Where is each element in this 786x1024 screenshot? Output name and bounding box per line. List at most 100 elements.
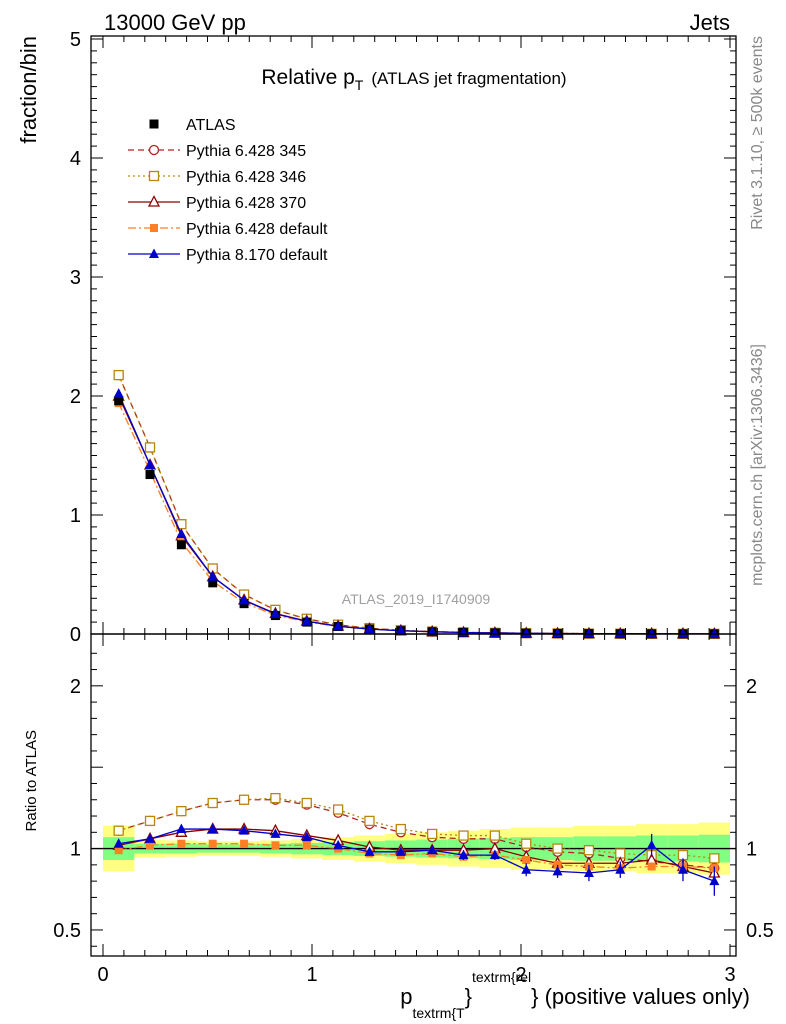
- chart-title-main: Relative p: [261, 66, 354, 89]
- ratio-series-point: [146, 841, 155, 850]
- ratio-y-axis-label: Ratio to ATLAS: [23, 730, 40, 831]
- ratio-series-point: [646, 839, 657, 850]
- ratio-series-point: [364, 815, 375, 827]
- ratio-series-point: [458, 849, 469, 860]
- ratio-y-tick-label-right: 1: [746, 839, 757, 861]
- legend-entry: Pythia 6.428 370: [128, 195, 306, 212]
- x-tick-label: 3: [724, 964, 735, 986]
- ratio-series-point: [271, 841, 280, 850]
- ratio-series-point: [583, 845, 595, 856]
- legend-marker: [147, 195, 161, 207]
- ratio-series-point: [302, 841, 311, 850]
- main-series-point: [615, 628, 626, 638]
- x-tick-label: 1: [306, 964, 317, 986]
- ratio-series-point: [239, 825, 250, 835]
- ratio-series-point: [301, 831, 312, 842]
- ratio-series-point: [207, 797, 218, 809]
- ratio-series-point: [647, 862, 656, 871]
- main-series-point: [583, 628, 594, 638]
- ratio-series-point: [114, 846, 123, 855]
- ratio-y-tick-label-right: 0.5: [746, 920, 774, 942]
- ratio-series-point: [427, 828, 438, 840]
- x-tick-label: 2: [515, 964, 526, 986]
- ratio-series-point: [521, 838, 532, 849]
- x-label-sub: textrm{T: [413, 1005, 466, 1021]
- atlas-data-point: [145, 470, 155, 480]
- legend-entry: Pythia 6.428 default: [128, 221, 328, 238]
- ratio-series-point: [458, 830, 469, 841]
- legend-marker: [150, 224, 158, 232]
- ratio-series-point: [709, 875, 720, 886]
- legend: ATLAS Pythia 6.428 345 Pythia 6.428 346 Pyt…: [128, 117, 328, 264]
- ratio-series-point: [144, 815, 156, 827]
- main-series-point: [239, 594, 250, 605]
- legend-entry: Pythia 8.170 default: [128, 247, 328, 264]
- ratio-series-line: [118, 828, 715, 882]
- ratio-band-layer: [91, 822, 736, 875]
- ratio-series-point: [301, 797, 312, 809]
- ratio-series-point: [364, 846, 375, 856]
- main-series-point: [207, 571, 218, 581]
- ratio-series-point: [208, 839, 217, 848]
- main-series-point: [552, 628, 563, 638]
- ratio-series-point: [240, 839, 249, 848]
- legend-marker: [148, 170, 160, 182]
- ratio-series-point: [333, 839, 344, 850]
- rivet-label: Rivet 3.1.10, ≥ 500k events: [749, 36, 766, 230]
- legend-entry: ATLAS: [149, 117, 236, 134]
- main-series-point: [270, 608, 281, 618]
- atlas-data-point: [208, 578, 218, 588]
- ratio-series-point: [427, 844, 438, 855]
- atlas-data-point: [114, 396, 124, 406]
- main-series-point: [395, 625, 406, 635]
- legend-entry: Pythia 6.428 346: [128, 169, 306, 186]
- legend-label: Pythia 8.170 default: [186, 247, 328, 264]
- ratio-series-point: [395, 846, 406, 856]
- y-tick-label: 3: [70, 267, 81, 289]
- ratio-series-point: [176, 805, 187, 817]
- y-tick-label: 0: [70, 624, 81, 646]
- ratio-series-point: [522, 855, 531, 864]
- ratio-y-tick-label-right: 2: [746, 676, 757, 698]
- main-series-point: [113, 369, 124, 381]
- legend-marker: [149, 119, 159, 129]
- main-series-point: [677, 628, 688, 638]
- y-tick-label: 2: [70, 386, 81, 408]
- main-series-point: [709, 628, 720, 638]
- x-label-brace: }: [465, 984, 472, 1009]
- atlas-data-point: [176, 540, 186, 550]
- ratio-series-point: [176, 823, 187, 834]
- y-tick-label: 1: [70, 505, 81, 527]
- main-series-point: [301, 615, 312, 626]
- ratio-y-tick-label: 2: [70, 676, 81, 698]
- legend-label: Pythia 6.428 346: [186, 169, 306, 186]
- legend-marker: [149, 248, 159, 258]
- legend-marker: [148, 144, 160, 156]
- ratio-series-point: [552, 843, 563, 854]
- x-axis-label: ptextrm{T}textrm{rel} (positive values o…: [400, 969, 750, 1021]
- ratio-series-point: [207, 823, 218, 834]
- ratio-series-point: [332, 804, 344, 815]
- x-label-sup: textrm{rel: [472, 969, 531, 985]
- ratio-y-tick-label: 1: [70, 839, 81, 861]
- ratio-series-line: [118, 799, 715, 869]
- main-series-point: [646, 628, 657, 638]
- legend-label: Pythia 6.428 370: [186, 195, 306, 212]
- ratio-series-point: [521, 864, 532, 874]
- ratio-series-point: [270, 792, 281, 804]
- main-series-point: [176, 528, 187, 539]
- ratio-series-point: [177, 839, 186, 848]
- main-series-point: [145, 459, 156, 469]
- legend-entry: Pythia 6.428 345: [128, 143, 306, 160]
- x-label-p: p: [400, 984, 412, 1009]
- ratio-panel-frame: [90, 633, 737, 957]
- x-tick-label: 0: [97, 964, 108, 986]
- main-series-point: [364, 623, 375, 634]
- ratio-series-point: [489, 830, 501, 841]
- legend-label: Pythia 6.428 345: [186, 143, 306, 160]
- main-series-point: [521, 627, 532, 638]
- x-label-rest: } (positive values only): [531, 984, 750, 1009]
- chart-title-rest: (ATLAS jet fragmentation): [371, 69, 566, 88]
- header-left: 13000 GeV pp: [104, 10, 246, 35]
- ratio-series-point: [113, 825, 124, 836]
